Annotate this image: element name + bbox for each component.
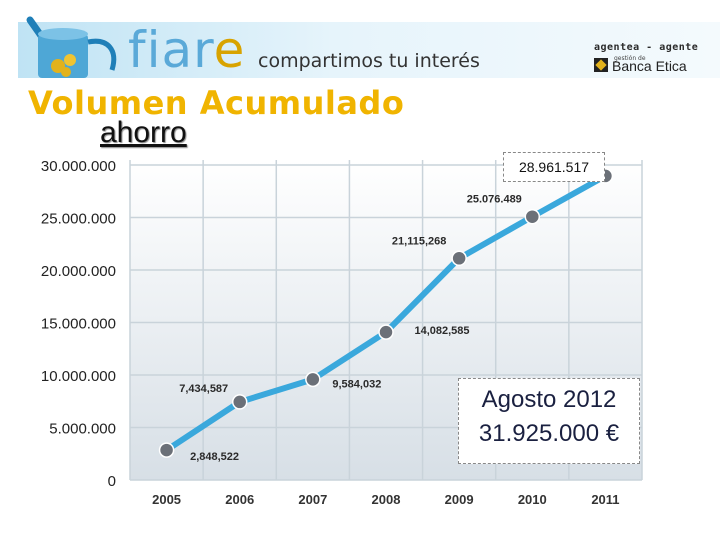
- x-tick-label: 2008: [372, 492, 401, 507]
- data-point: [231, 394, 248, 410]
- logo-text-end: e: [213, 21, 246, 79]
- page-subtitle: ahorro: [100, 116, 187, 149]
- x-tick-label: 2010: [518, 492, 547, 507]
- partner-name: Banca Etica: [612, 58, 687, 74]
- logo-text-main: fiar: [128, 21, 214, 79]
- watering-can-icon: [26, 16, 117, 78]
- data-label: 9,584,032: [332, 378, 381, 390]
- banca-etica-icon: [594, 58, 608, 72]
- y-tick-label: 5.000.000: [49, 421, 116, 438]
- x-tick-label: 2009: [445, 492, 474, 507]
- summary-amount: 31.925.000 €: [478, 420, 620, 447]
- data-label: 14,082,585: [414, 325, 469, 337]
- x-axis: 2005 2006 2007 2008 2009 2010 2011: [152, 492, 619, 507]
- page-title: Volumen Acumulado: [28, 84, 405, 122]
- y-tick-label: 15.000.000: [41, 316, 116, 333]
- summary-date: Agosto 2012: [481, 386, 617, 413]
- tagline: compartimos tu interés: [258, 50, 480, 72]
- data-point: [451, 250, 467, 267]
- x-tick-label: 2007: [298, 492, 327, 507]
- data-labels: 2,848,522 7,434,587 9,584,032 14,082,585 21,…: [179, 194, 522, 463]
- y-axis: 0 5.000.000 10.000.000 15.000.000 20.000.000…: [41, 158, 116, 490]
- summary-note: Agosto 2012 31.925.000 €: [458, 378, 640, 464]
- y-tick-label: 30.000.000: [41, 158, 116, 175]
- data-label: 7,434,587: [179, 383, 228, 395]
- data-label: 25.076.489: [467, 194, 522, 206]
- data-point: [378, 324, 394, 340]
- partner-role: agentea - agente: [594, 42, 699, 53]
- x-tick-label: 2005: [152, 492, 181, 507]
- data-point: [158, 442, 175, 458]
- y-tick-label: 0: [108, 473, 116, 490]
- data-point: [524, 208, 541, 225]
- callout-value: 28.961.517: [503, 152, 605, 182]
- x-tick-label: 2006: [225, 492, 254, 507]
- data-label: 21,115,268: [392, 235, 446, 247]
- line-chart: 0 5.000.000 10.000.000 15.000.000 20.000.000…: [41, 158, 643, 507]
- fiare-logo: fiare: [128, 22, 245, 78]
- data-point: [305, 371, 321, 388]
- partner-logo: gestión de Banca Etica: [594, 55, 714, 75]
- y-tick-label: 20.000.000: [41, 263, 116, 280]
- y-tick-label: 10.000.000: [41, 368, 116, 385]
- data-label: 2,848,522: [190, 451, 239, 463]
- x-tick-label: 2011: [591, 492, 619, 507]
- grid-lines: [129, 160, 643, 481]
- partner-small-text: gestión de: [614, 55, 646, 62]
- y-tick-label: 25.000.000: [41, 211, 116, 228]
